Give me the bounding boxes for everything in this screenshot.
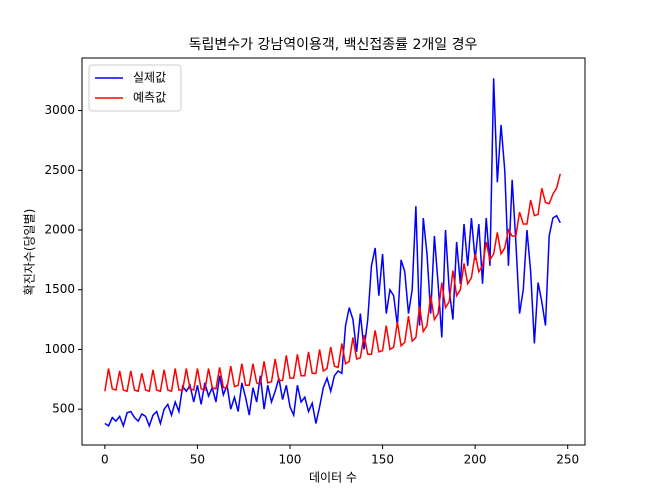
x-tick-label: 200 xyxy=(464,453,487,467)
x-tick-label: 50 xyxy=(190,453,205,467)
x-tick-label: 100 xyxy=(279,453,302,467)
plot-frame xyxy=(81,57,586,446)
y-tick-label: 3000 xyxy=(44,103,75,117)
legend-label: 예측값 xyxy=(133,91,166,105)
legend-box xyxy=(88,64,182,112)
y-tick-label: 1000 xyxy=(44,342,75,356)
y-tick-label: 1500 xyxy=(44,282,75,296)
series-line xyxy=(104,173,562,393)
y-tick-label: 2500 xyxy=(44,163,75,177)
y-axis-label: 확진자수(당일별) xyxy=(23,209,37,296)
y-tick-label: 500 xyxy=(52,402,75,416)
x-tick-label: 0 xyxy=(101,453,109,467)
legend-label: 실제값 xyxy=(133,71,166,85)
x-tick-label: 150 xyxy=(371,453,394,467)
chart-title: 독립변수가 강남역이용객, 백신접종률 2개일 경우 xyxy=(189,37,478,53)
x-tick-label: 250 xyxy=(556,453,579,467)
y-tick-label: 2000 xyxy=(44,223,75,237)
x-axis-label: 데이터 수 xyxy=(309,471,357,485)
